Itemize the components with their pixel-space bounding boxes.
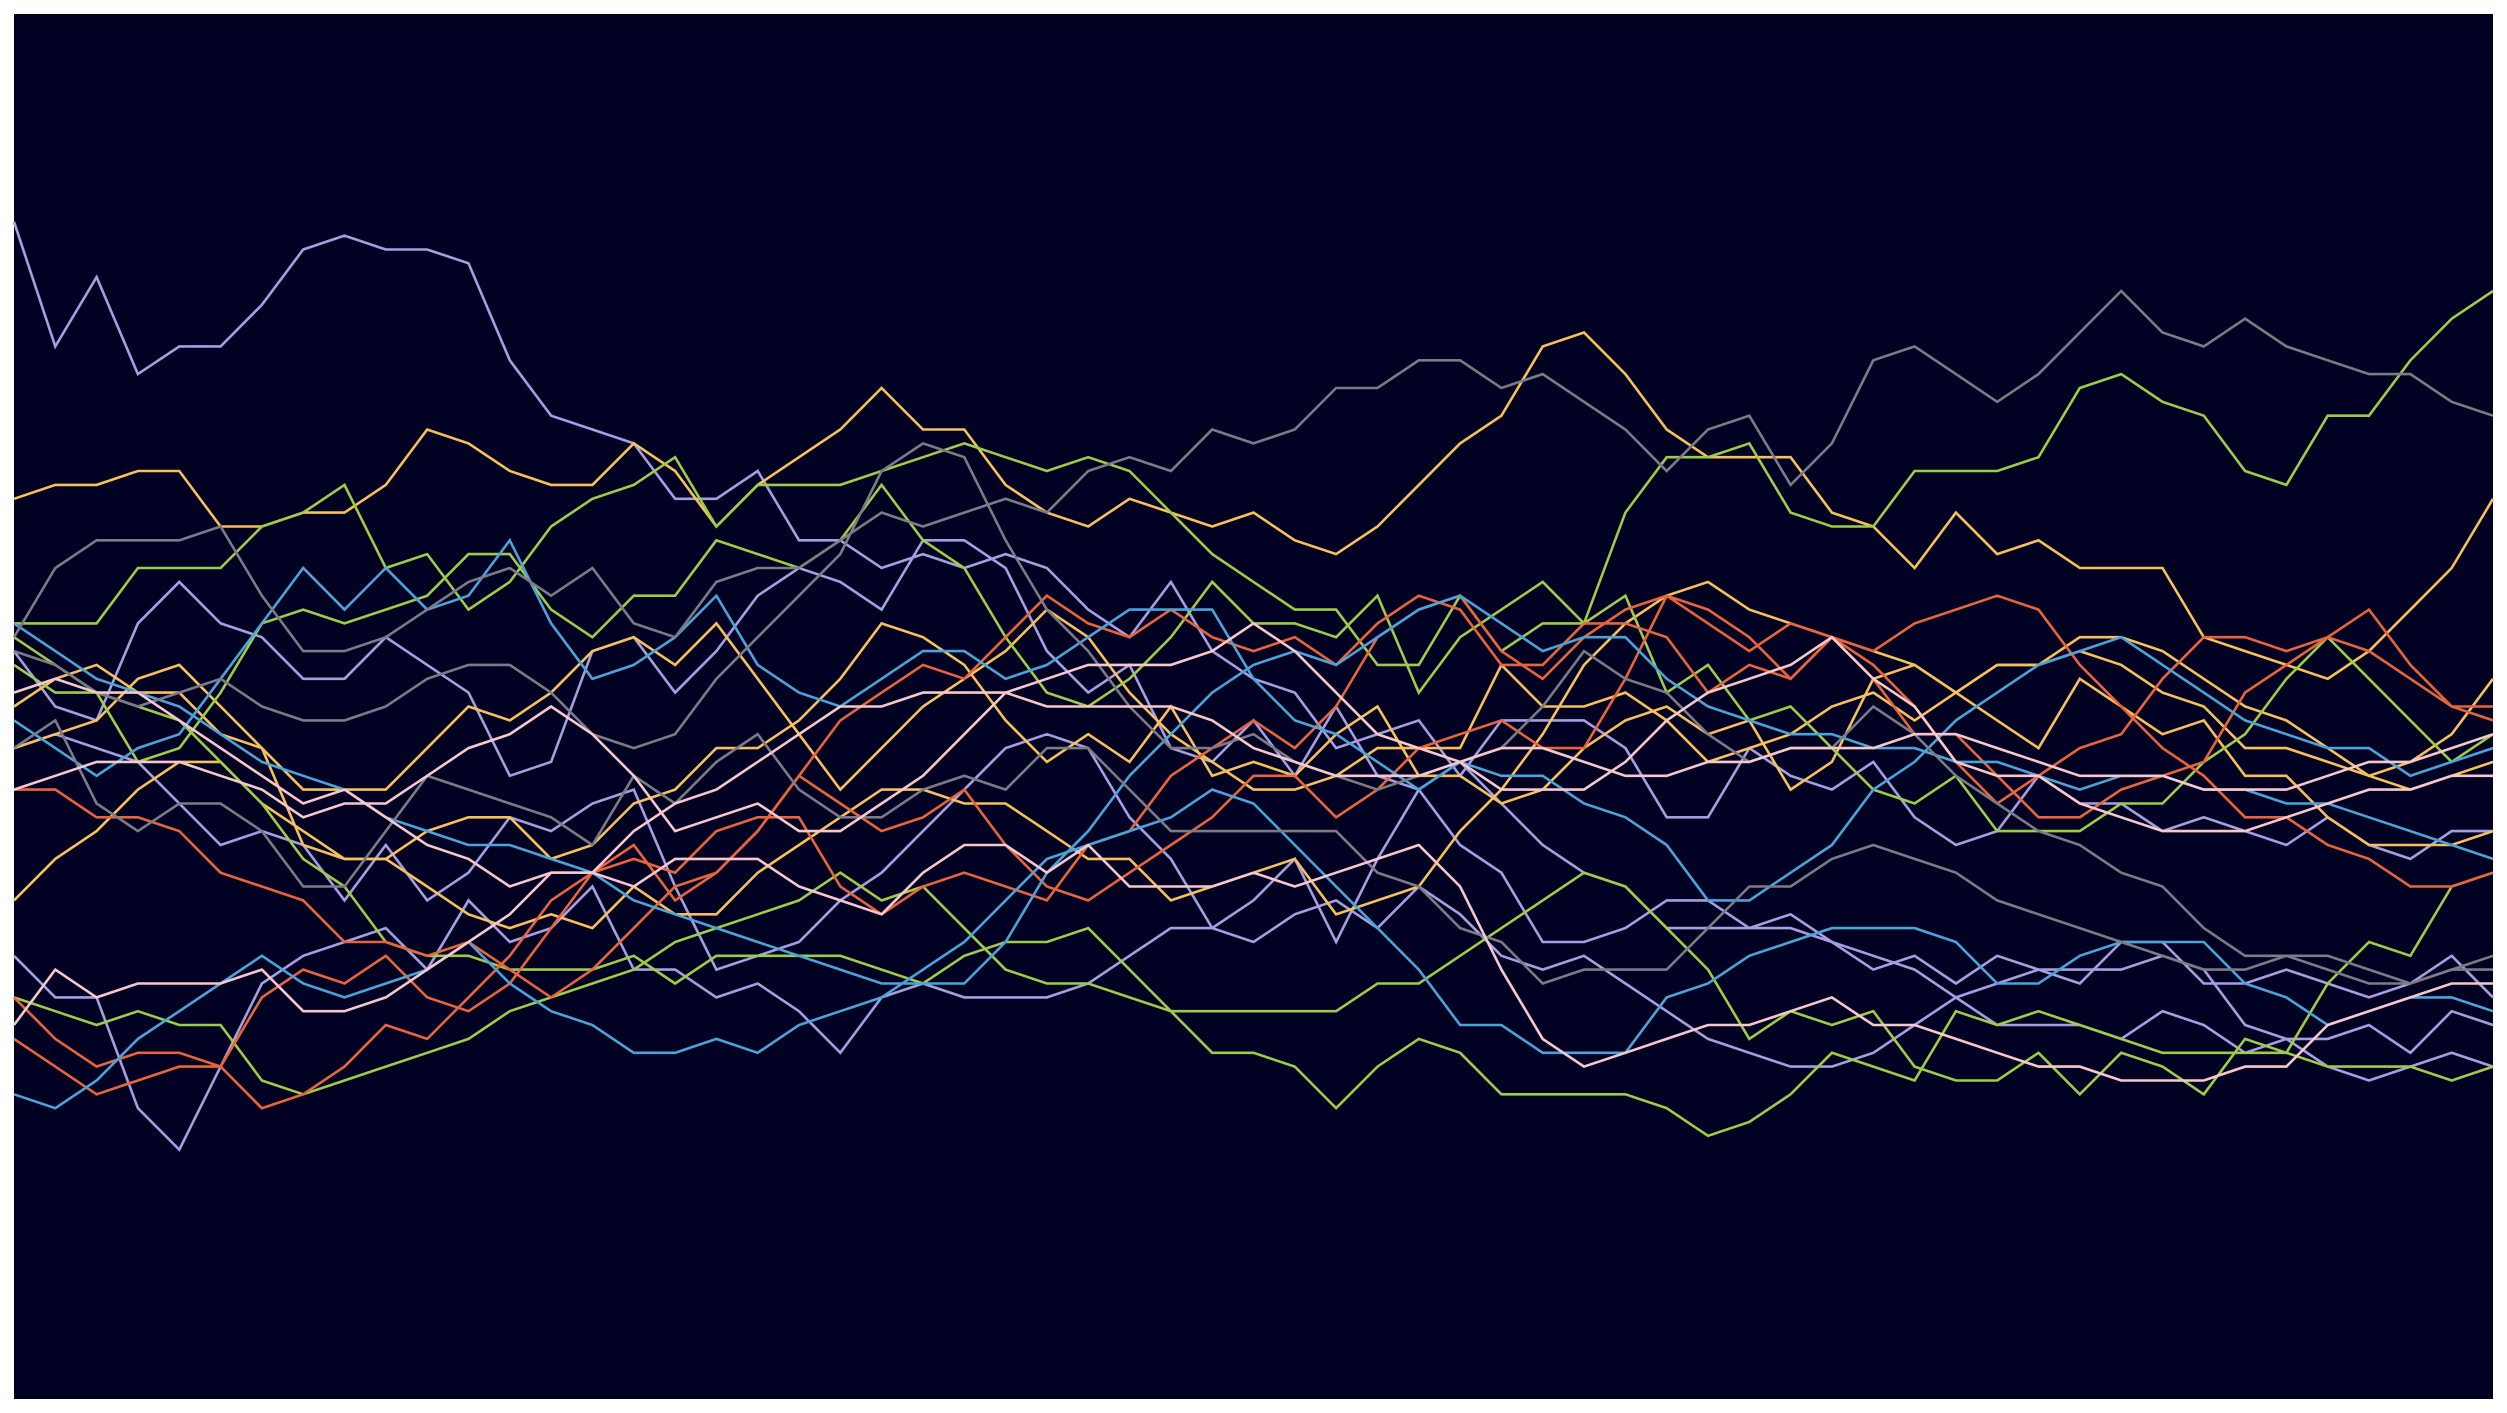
series-line-14 — [13, 593, 2493, 1069]
series-line-15 — [14, 594, 2494, 999]
series-line-16 — [13, 594, 2494, 985]
series-line-5 — [13, 331, 2495, 681]
series-line-9 — [14, 289, 2494, 667]
series-layer — [12, 221, 2495, 1152]
plot-area — [14, 14, 2493, 1399]
series-line-24 — [13, 677, 2494, 888]
series-line-21 — [12, 289, 2494, 653]
series-line-19 — [13, 441, 2494, 985]
series-line-22 — [12, 843, 2493, 1082]
series-line-23 — [13, 621, 2493, 833]
series-line-11 — [13, 871, 2494, 1097]
series-line-6 — [13, 607, 2495, 792]
series-line-13 — [13, 594, 2494, 1110]
